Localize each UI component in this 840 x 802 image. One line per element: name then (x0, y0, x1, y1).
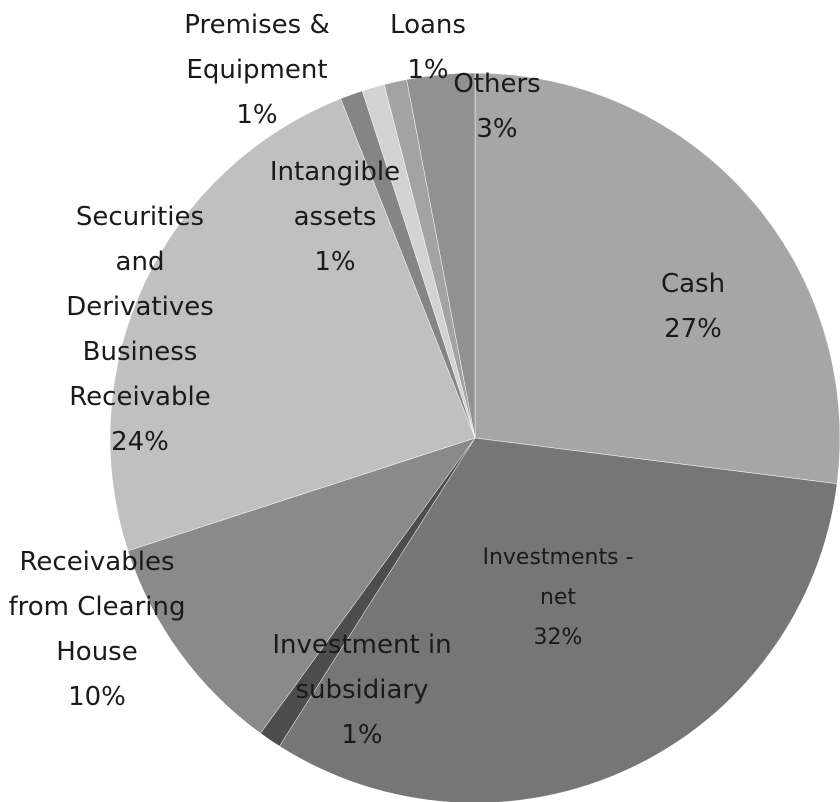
value-label: 1% (341, 720, 383, 750)
slice-label: Others 3% (442, 62, 552, 152)
value-label: 1% (314, 247, 356, 277)
value-label: 10% (68, 682, 126, 712)
value-label: 32% (533, 625, 583, 650)
category-label: Intangible assets (269, 157, 401, 232)
category-label: Loans (390, 10, 466, 40)
slice-label: Premises & Equipment 1% (167, 3, 347, 138)
category-label: Securities and Derivatives Business Rece… (66, 202, 214, 412)
value-label: 1% (236, 100, 278, 130)
value-label: 1% (407, 55, 449, 85)
value-label: 27% (664, 314, 722, 344)
category-label: Cash (660, 269, 726, 299)
pie-slice (127, 437, 476, 734)
value-label: 3% (476, 114, 518, 144)
slice-label: Securities and Derivatives Business Rece… (51, 195, 229, 465)
category-label: Receivables from Clearing House (8, 547, 186, 667)
slice-label: Intangible assets 1% (250, 150, 420, 285)
slice-label: Cash 27% (628, 262, 758, 352)
slice-label: Receivables from Clearing House 10% (5, 540, 190, 720)
category-label: Premises & Equipment (184, 10, 330, 85)
category-label: Investments - net (482, 545, 634, 610)
slice-label: Loans 1% (378, 3, 478, 93)
pie-slice (109, 98, 476, 552)
slice-label: Investment in subsidiary 1% (262, 623, 462, 758)
pie-slice (406, 72, 476, 439)
pie-slice (474, 72, 840, 485)
value-label: 24% (111, 427, 169, 457)
slice-label: Investments - net 32% (468, 538, 648, 658)
category-label: Others (453, 69, 541, 99)
pie-slice (279, 437, 838, 802)
category-label: Investment in subsidiary (272, 630, 452, 705)
